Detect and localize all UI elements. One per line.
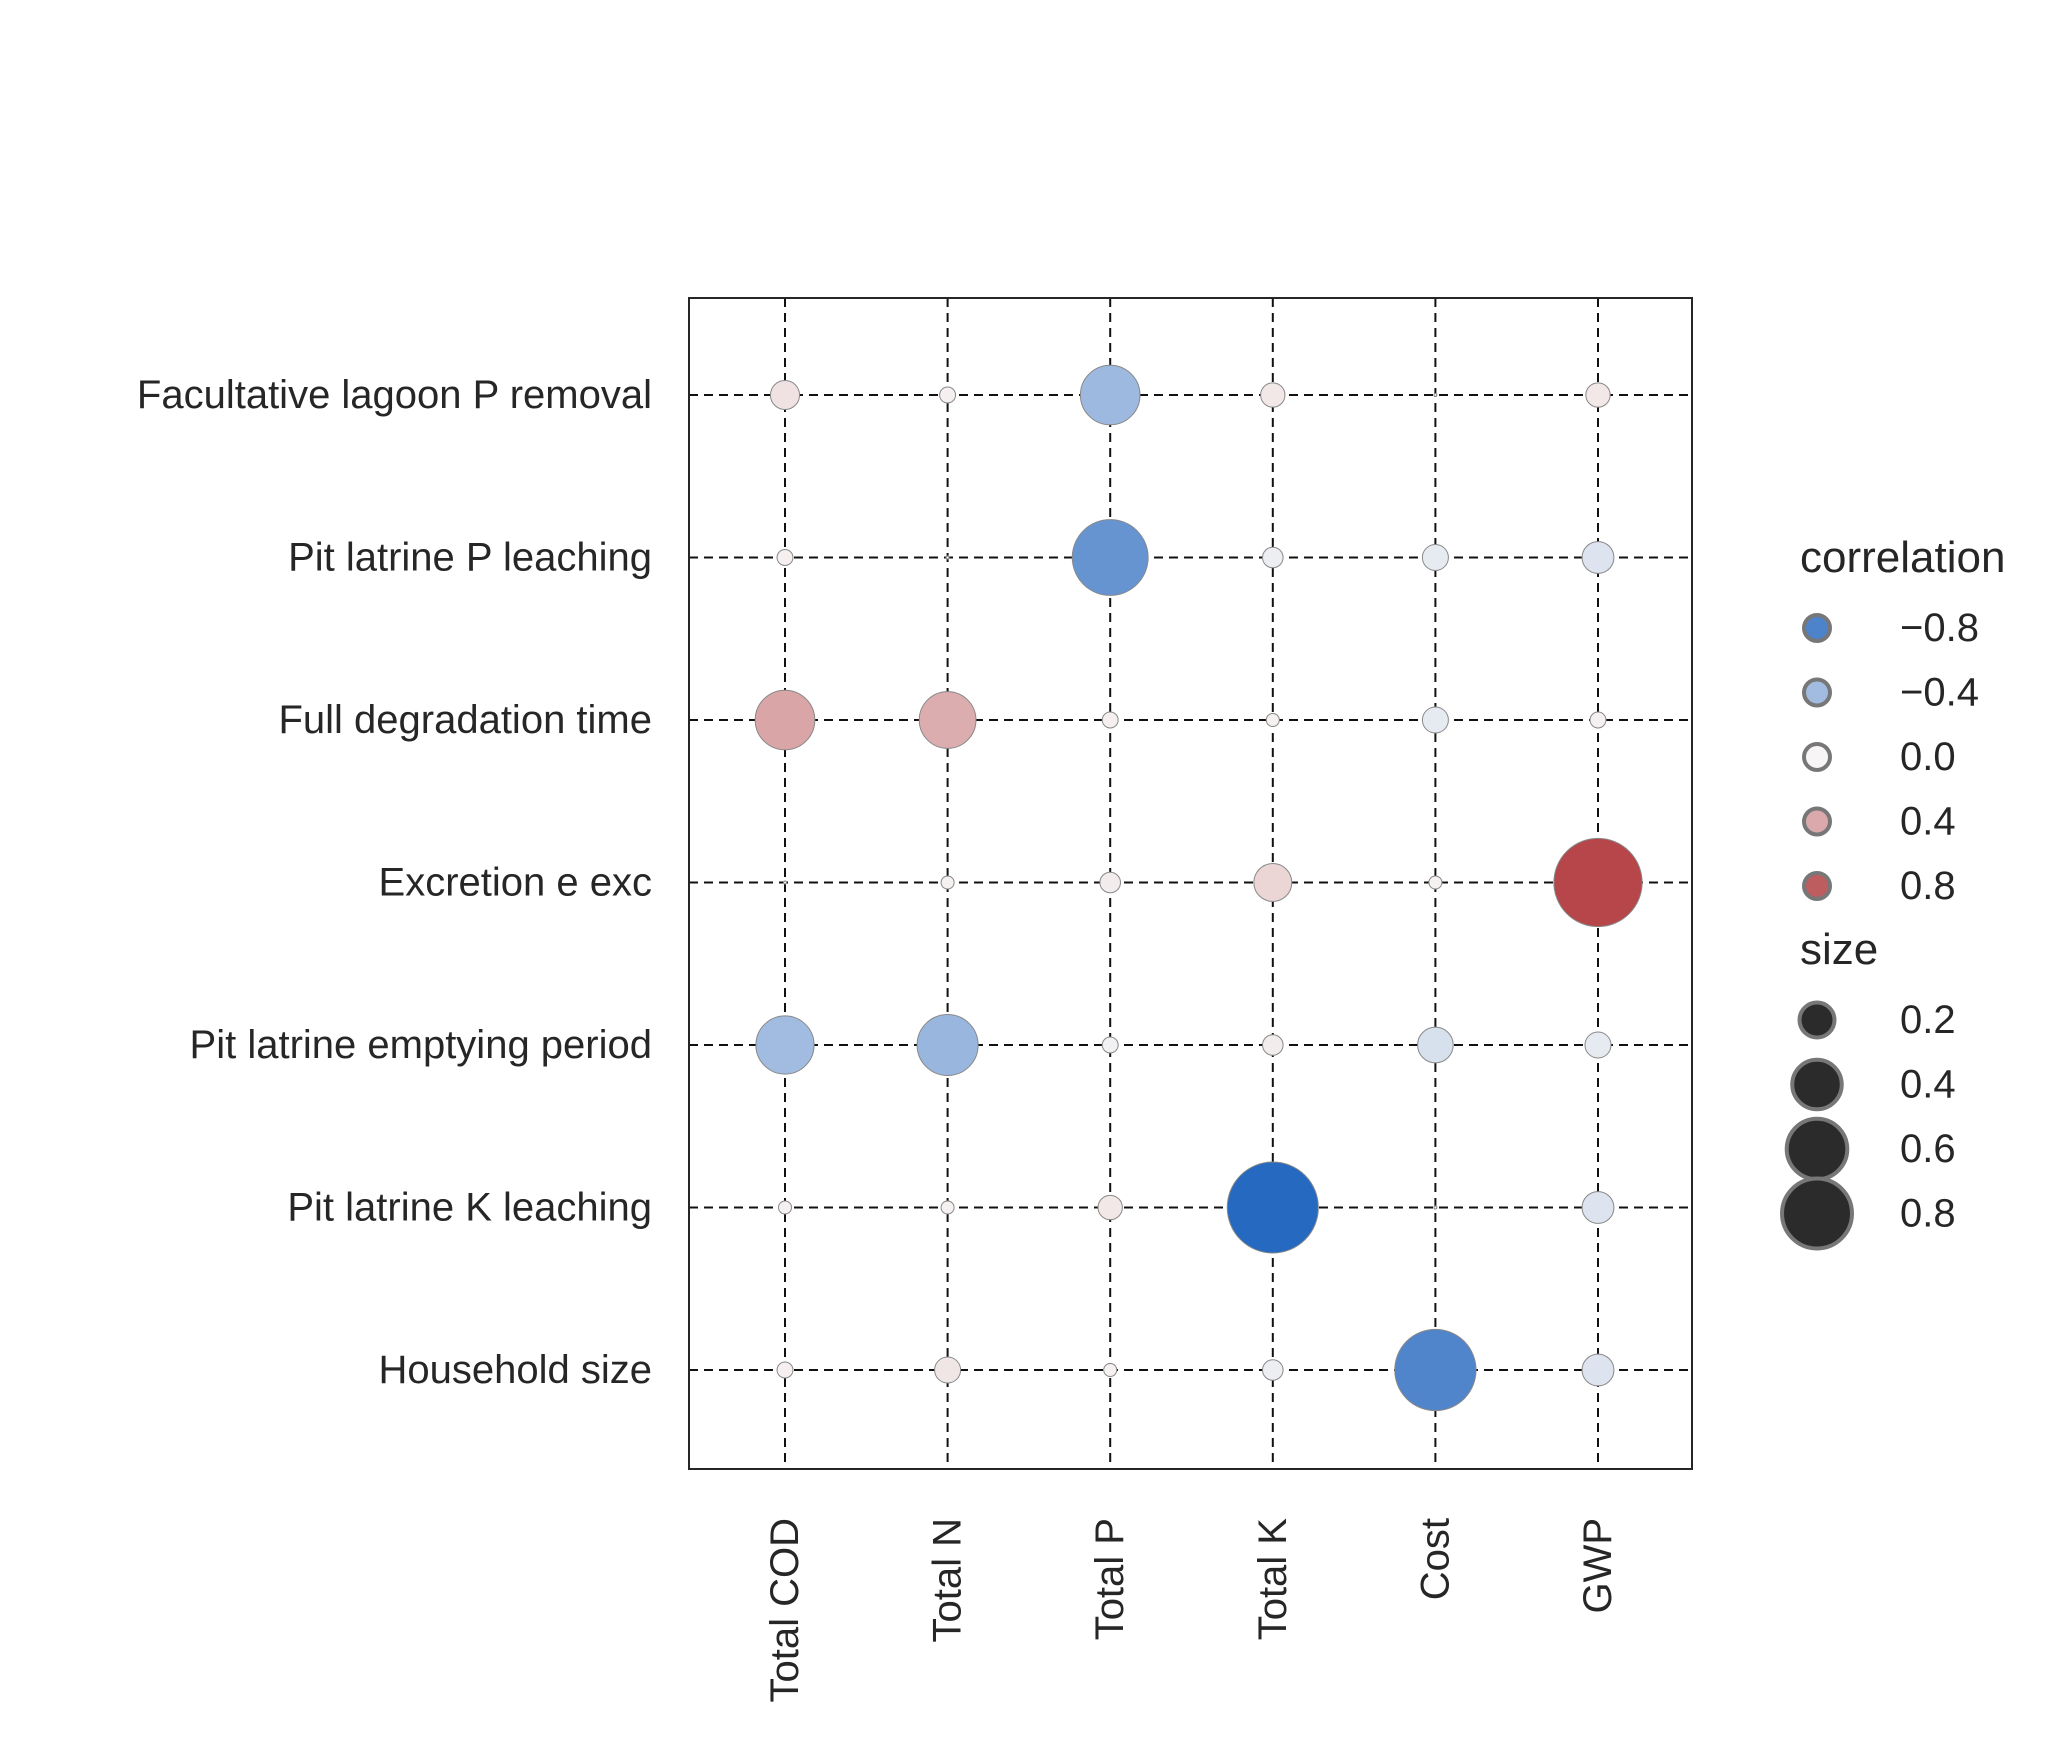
legend-color-swatch [1802,677,1832,708]
bubble-pit-latrine-p-leaching-total-n [945,555,950,560]
plot-frame [688,297,1693,1470]
legend-size-label: 0.4 [1900,1063,1956,1107]
x-tick-label: Total N [926,1518,970,1643]
bubble-facultative-lagoon-p-removal-total-k [1260,382,1286,408]
bubbles [754,364,1643,1412]
legend-color-label: −0.8 [1900,606,1979,650]
bubble-pit-latrine-k-leaching-total-n [940,1200,955,1215]
legend-size-swatch [1790,1057,1844,1112]
bubble-pit-latrine-p-leaching-total-p [1071,519,1149,596]
bubble-household-size-total-k [1262,1359,1284,1381]
legend-color-label: −0.4 [1900,671,1979,715]
y-axis-tick-labels: Facultative lagoon P removal Pit latrine … [137,373,652,1392]
legend-color-title: correlation [1800,533,2005,582]
bubble-pit-latrine-emptying-period-total-p [1101,1036,1119,1054]
y-tick-label: Pit latrine P leaching [288,536,652,580]
y-tick-label: Pit latrine K leaching [287,1186,652,1230]
legend-size-title: size [1800,925,1878,974]
bubble-full-degradation-time-total-k [1265,712,1280,728]
bubble-full-degradation-time-total-cod [754,689,816,751]
bubble-pit-latrine-emptying-period-total-k [1262,1034,1284,1056]
legend-size-swatch [1780,1176,1854,1251]
bubble-pit-latrine-p-leaching-total-k [1262,546,1284,569]
bubble-household-size-cost [1394,1328,1477,1412]
legend-size-label: 0.8 [1900,1192,1956,1236]
y-tick-label: Pit latrine emptying period [190,1023,652,1067]
bubble-pit-latrine-k-leaching-total-cod [777,1200,793,1215]
bubble-full-degradation-time-total-p [1101,711,1119,729]
y-tick-label: Household size [379,1348,653,1392]
bubble-facultative-lagoon-p-removal-gwp [1585,382,1611,408]
x-tick-label: Total K [1251,1518,1295,1641]
bubble-excretion-e-exc-total-p [1099,871,1121,894]
legend-color-label: 0.8 [1900,864,1956,908]
bubble-household-size-total-cod [776,1361,794,1379]
bubble-excretion-e-exc-total-n [940,875,955,890]
bubble-facultative-lagoon-p-removal-cost [1433,393,1438,397]
legend-size-label: 0.6 [1900,1127,1956,1171]
legend-color-label: 0.0 [1900,735,1956,779]
legend-color-swatch [1802,742,1832,772]
legend-size-label: 0.2 [1900,998,1956,1042]
legend-color-label: 0.4 [1900,800,1956,844]
bubble-pit-latrine-k-leaching-cost [1433,1205,1438,1210]
legend-size-swatch [1797,1000,1837,1040]
bubble-pit-latrine-k-leaching-total-k [1226,1161,1319,1254]
bubble-facultative-lagoon-p-removal-total-cod [769,379,801,411]
bubble-excretion-e-exc-gwp [1553,837,1643,928]
x-tick-label: Total P [1088,1518,1132,1640]
bubble-facultative-lagoon-p-removal-total-n [939,386,957,404]
legend-color-swatch [1802,806,1832,837]
bubble-pit-latrine-p-leaching-gwp [1581,541,1615,574]
legend-color-swatch [1802,871,1832,901]
x-tick-label: Total COD [763,1518,807,1703]
bubble-pit-latrine-p-leaching-cost [1421,543,1449,572]
bubble-pit-latrine-emptying-period-total-cod [755,1015,815,1075]
bubble-pit-latrine-p-leaching-total-cod [776,549,794,566]
bubble-excretion-e-exc-total-k [1253,863,1293,902]
bubble-household-size-gwp [1581,1353,1615,1387]
x-tick-label: Cost [1413,1518,1457,1600]
y-tick-label: Full degradation time [278,698,652,742]
x-tick-label: GWP [1576,1518,1620,1614]
bubble-excretion-e-exc-cost [1428,875,1443,890]
legend-color-swatch [1802,613,1832,643]
bubble-full-degradation-time-total-n [918,691,977,749]
bubble-facultative-lagoon-p-removal-total-p [1079,364,1141,426]
bubble-pit-latrine-emptying-period-total-n [916,1013,979,1077]
bubble-pit-latrine-k-leaching-gwp [1581,1191,1615,1224]
grid-lines [689,298,1692,1469]
bubble-excretion-e-exc-total-cod [783,880,787,885]
y-tick-label: Facultative lagoon P removal [137,373,652,417]
bubble-pit-latrine-emptying-period-cost [1417,1026,1454,1064]
bubble-household-size-total-n [934,1356,962,1384]
y-tick-label: Excretion e exc [379,861,652,905]
x-axis-tick-labels: Total COD Total N Total P Total K Cost GWP [763,1518,1620,1703]
bubble-pit-latrine-k-leaching-total-p [1097,1194,1123,1221]
bubble-pit-latrine-emptying-period-gwp [1584,1031,1612,1059]
bubble-household-size-total-p [1103,1362,1118,1378]
legend-size-swatch [1784,1116,1850,1182]
legend: correlation size −0.8 −0.4 0.0 0.4 0.8 0.2 0.4… [1780,533,2005,1251]
bubble-full-degradation-time-cost [1421,706,1449,734]
bubble-full-degradation-time-gwp [1589,711,1607,729]
